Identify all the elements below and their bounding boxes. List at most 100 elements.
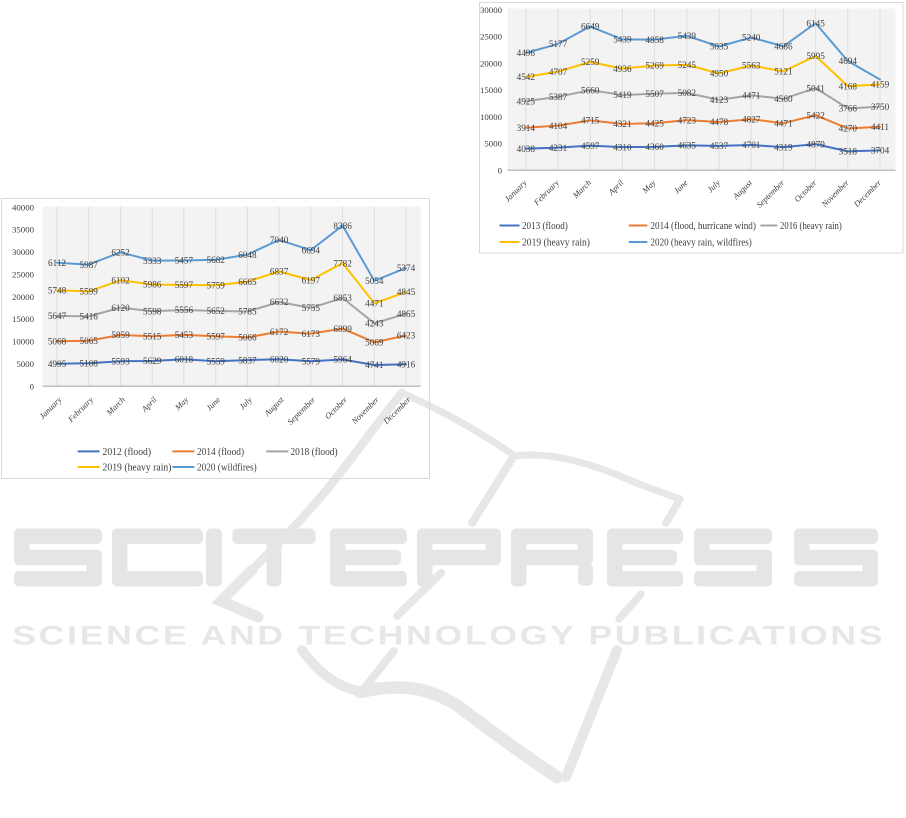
svg-text:February: February xyxy=(66,395,96,425)
svg-text:6632: 6632 xyxy=(270,297,289,307)
svg-text:August: August xyxy=(731,178,755,202)
svg-text:4478: 4478 xyxy=(710,117,729,127)
svg-text:5439: 5439 xyxy=(613,35,632,45)
svg-text:5054: 5054 xyxy=(365,276,384,286)
svg-text:6020: 6020 xyxy=(270,355,289,365)
svg-text:5121: 5121 xyxy=(774,67,793,77)
svg-text:4936: 4936 xyxy=(613,64,632,74)
svg-text:4715: 4715 xyxy=(581,116,600,126)
svg-text:3750: 3750 xyxy=(871,102,890,112)
svg-text:2012 (flood): 2012 (flood) xyxy=(103,447,152,458)
svg-text:4925: 4925 xyxy=(517,97,536,107)
svg-text:4038: 4038 xyxy=(517,144,536,154)
svg-text:4471: 4471 xyxy=(774,118,793,128)
svg-text:6120: 6120 xyxy=(111,303,130,313)
svg-text:2016 (heavy rain): 2016 (heavy rain) xyxy=(780,221,842,232)
svg-text:4310: 4310 xyxy=(613,142,632,152)
svg-text:4104: 4104 xyxy=(549,121,568,131)
svg-text:SCIENCE AND TECHNOLOGY PUBLICA: SCIENCE AND TECHNOLOGY PUBLICATIONS xyxy=(12,621,885,651)
svg-text:2014 (flood): 2014 (flood) xyxy=(197,447,244,458)
svg-text:4471: 4471 xyxy=(742,91,761,101)
svg-text:4471: 4471 xyxy=(365,299,384,309)
svg-text:6048: 6048 xyxy=(238,250,257,260)
svg-text:7040: 7040 xyxy=(270,235,289,245)
svg-text:5556: 5556 xyxy=(175,305,194,315)
svg-text:6837: 6837 xyxy=(270,267,289,277)
svg-text:5082: 5082 xyxy=(678,88,697,98)
svg-text:5439: 5439 xyxy=(678,31,697,41)
svg-text:4123: 4123 xyxy=(710,95,729,105)
svg-text:5457: 5457 xyxy=(175,256,194,266)
svg-text:5652: 5652 xyxy=(207,306,226,316)
svg-text:5000: 5000 xyxy=(16,359,34,369)
svg-text:5259: 5259 xyxy=(581,57,600,67)
svg-text:January: January xyxy=(503,178,529,204)
svg-text:October: October xyxy=(793,178,819,204)
svg-text:May: May xyxy=(640,178,658,196)
svg-text:25000: 25000 xyxy=(12,269,35,279)
svg-text:5416: 5416 xyxy=(80,312,99,322)
svg-text:20000: 20000 xyxy=(12,292,35,302)
svg-text:4560: 4560 xyxy=(774,94,793,104)
svg-text:4270: 4270 xyxy=(839,124,858,134)
svg-text:5859: 5859 xyxy=(111,330,130,340)
svg-text:6173: 6173 xyxy=(302,329,321,339)
svg-text:February: February xyxy=(531,178,561,208)
svg-text:2013 (flood): 2013 (flood) xyxy=(522,221,568,232)
svg-text:5387: 5387 xyxy=(549,92,568,102)
svg-text:2014 (flood, hurricane wind): 2014 (flood, hurricane wind) xyxy=(651,221,756,232)
svg-text:5629: 5629 xyxy=(143,356,162,366)
svg-text:March: March xyxy=(104,395,127,418)
svg-text:4741: 4741 xyxy=(365,360,384,370)
svg-text:5177: 5177 xyxy=(549,39,568,49)
svg-text:4858: 4858 xyxy=(645,35,664,45)
svg-text:20000: 20000 xyxy=(480,58,503,68)
svg-text:5108: 5108 xyxy=(80,359,99,369)
svg-text:0: 0 xyxy=(498,165,503,175)
svg-text:4319: 4319 xyxy=(774,142,793,152)
svg-text:0: 0 xyxy=(30,381,35,391)
svg-text:4597: 4597 xyxy=(581,141,600,151)
svg-text:6145: 6145 xyxy=(806,18,825,28)
svg-text:5041: 5041 xyxy=(806,83,825,93)
svg-text:6172: 6172 xyxy=(270,327,289,337)
svg-text:5419: 5419 xyxy=(613,90,632,100)
svg-text:5987: 5987 xyxy=(80,260,99,270)
svg-text:4159: 4159 xyxy=(871,80,890,90)
svg-text:2020 (heavy rain, wildfires): 2020 (heavy rain, wildfires) xyxy=(651,238,752,249)
svg-text:6665: 6665 xyxy=(238,277,257,287)
svg-text:August: August xyxy=(262,395,286,419)
svg-text:January: January xyxy=(38,395,64,421)
svg-text:5837: 5837 xyxy=(238,355,257,365)
svg-text:5785: 5785 xyxy=(238,307,257,317)
svg-text:5647: 5647 xyxy=(48,311,67,321)
svg-text:4686: 4686 xyxy=(774,42,793,52)
svg-text:3704: 3704 xyxy=(871,146,890,156)
svg-text:30000: 30000 xyxy=(12,247,35,257)
svg-text:5755: 5755 xyxy=(302,303,321,313)
svg-text:40000: 40000 xyxy=(12,202,35,212)
svg-text:5593: 5593 xyxy=(111,356,130,366)
svg-text:6899: 6899 xyxy=(333,324,352,334)
svg-text:4168: 4168 xyxy=(839,81,858,91)
svg-text:March: March xyxy=(570,178,593,201)
svg-text:May: May xyxy=(173,395,191,413)
svg-text:3518: 3518 xyxy=(839,147,858,157)
svg-text:4411: 4411 xyxy=(871,122,889,132)
svg-text:4425: 4425 xyxy=(645,118,664,128)
svg-text:2019 (heavy rain): 2019 (heavy rain) xyxy=(103,463,172,474)
svg-text:15000: 15000 xyxy=(12,314,35,324)
svg-text:November: November xyxy=(819,178,851,210)
svg-text:5559: 5559 xyxy=(207,357,226,367)
svg-text:4694: 4694 xyxy=(839,56,858,66)
svg-text:4321: 4321 xyxy=(613,119,632,129)
svg-text:30000: 30000 xyxy=(480,5,503,15)
svg-text:7782: 7782 xyxy=(333,258,352,268)
svg-text:5597: 5597 xyxy=(175,280,194,290)
svg-text:4879: 4879 xyxy=(806,139,825,149)
svg-text:6694: 6694 xyxy=(302,245,321,255)
svg-text:July: July xyxy=(238,395,254,411)
svg-text:5748: 5748 xyxy=(48,285,67,295)
svg-text:2018 (flood): 2018 (flood) xyxy=(291,447,338,458)
svg-text:4950: 4950 xyxy=(710,69,729,79)
